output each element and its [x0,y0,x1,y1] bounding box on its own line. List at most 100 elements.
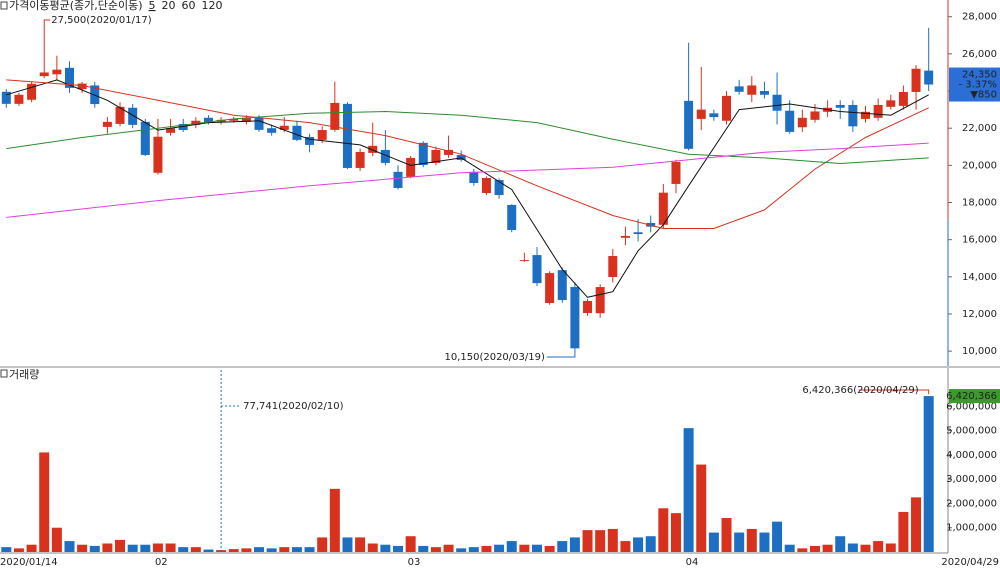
candle-body [355,151,365,168]
volume-bar [633,537,644,552]
volume-bar [847,543,858,552]
volume-bar [468,547,479,552]
volume-bar [89,545,100,552]
candle-body [241,117,251,122]
volume-bar [152,543,163,552]
candle-body [898,91,908,106]
candle-body [178,123,188,131]
volume-bar [683,428,694,552]
volume-bar [443,544,454,552]
candle-body [153,136,163,173]
volume-bar [304,547,315,552]
volume-bar [911,497,922,552]
y-tick-label: 12,000 [962,309,997,320]
volume-bar [203,549,214,552]
candle-body [393,171,403,189]
volume-bar [569,537,580,552]
candle-body [532,255,542,284]
y-tick-label: 14,000 [962,272,997,283]
candle-body [481,177,491,194]
x-tick-label: 04 [686,557,699,568]
volume-bar [708,532,719,552]
candle-body [115,106,125,124]
volume-bar [140,544,151,552]
volume-bar [26,544,37,552]
change-pct: - 3.37% [958,80,997,91]
candle-body [785,110,795,132]
legend-entry: 120 [202,0,223,12]
candle-body [77,83,87,90]
candle-body [317,130,327,140]
candle-body [14,94,24,104]
x-tick-label: 03 [408,557,421,568]
x-tick-label: 2020/04/29 [941,557,999,568]
y-tick-label: 18,000 [962,198,997,209]
candle-body [684,100,694,149]
candle-body [709,113,719,118]
y-tick-label: 6,000,000 [946,401,997,412]
volume-bar [721,518,732,552]
volume-bar [772,521,783,552]
y-tick-label: 28,000 [962,12,997,23]
candle-body [431,149,441,163]
candle-body [519,260,529,262]
y-tick-label: 26,000 [962,49,997,60]
candle-body [633,232,643,235]
candle-body [734,86,744,92]
y-tick-label: 10,000 [962,346,997,357]
candle-body [772,94,782,111]
candle-body [722,95,732,121]
y-tick-label: 3,000,000 [946,474,997,485]
candle-body [810,111,820,120]
volume-bar [266,548,277,552]
volume-bar [506,541,517,552]
candle-body [507,204,517,231]
volume-bar [254,547,265,552]
volume-bar [64,541,75,552]
candle-body [671,162,681,184]
candle-body [380,149,390,163]
y-tick-label: 16,000 [962,235,997,246]
volume-bar [1,547,12,552]
candle-body [469,171,479,183]
volume-bar [241,548,252,552]
candle-body [39,72,49,77]
candle-body [368,145,378,153]
candle-body [924,70,934,85]
volume-bar [342,537,353,552]
x-tick-label: 2020/01/14 [0,557,58,568]
candle-body [873,104,883,118]
candle-body [494,180,504,196]
moving-average-line [6,110,929,165]
volume-bar [696,464,707,552]
candle-body [140,121,150,155]
candle-body [254,117,264,130]
candle-body [861,111,871,119]
annotation-leader [858,389,930,395]
candle-body [267,128,277,133]
volume-bar [784,544,795,552]
volume-bar [822,544,833,552]
candle-body [911,68,921,92]
annotation: 10,150(2020/03/19) [444,352,545,363]
volume-bar [51,527,62,552]
candle-body [166,128,176,133]
volume-bar [77,544,88,552]
candle-body [886,100,896,107]
candle-body [608,256,618,278]
y-tick-label: 2,000,000 [946,498,997,509]
panel-icon [0,1,8,10]
volume-bar [127,544,138,552]
volume-bar [519,544,530,552]
volume-bar [279,547,290,552]
candle-body [128,107,138,125]
x-tick-label: 02 [155,557,168,568]
volume-bar [582,530,593,552]
panel-title: 가격이동평균(종가,단순이동) [9,0,143,12]
volume-bar [759,532,770,552]
volume-bar [418,545,429,552]
volume-bar [115,539,126,552]
volume-bar [873,541,884,552]
volume-bar [291,547,302,552]
